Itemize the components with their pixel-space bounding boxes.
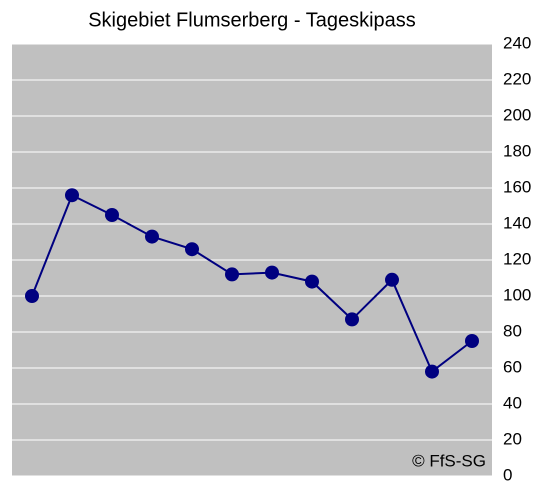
y-tick-label: 220	[503, 69, 531, 88]
point	[345, 312, 359, 327]
y-tick-label: 60	[503, 357, 522, 376]
y-tick-label: 120	[503, 249, 531, 268]
point	[25, 289, 39, 303]
point	[185, 242, 199, 257]
point	[65, 188, 79, 203]
point	[385, 272, 399, 287]
annotation: © FfS-SG	[412, 451, 486, 470]
y-tick-label: 0	[503, 465, 512, 483]
y-tick-label: 140	[503, 213, 531, 232]
point	[425, 364, 439, 379]
point	[265, 265, 279, 280]
y-tick-label: 100	[503, 285, 531, 304]
y-tick-label: 80	[503, 321, 522, 340]
chart-title: Skigebiet Flumserberg - Tageskipass	[88, 9, 416, 31]
point	[465, 334, 479, 348]
y-tick-label: 240	[503, 33, 531, 52]
point	[105, 208, 119, 222]
y-tick-label: 200	[503, 105, 531, 124]
point	[305, 274, 319, 289]
line	[31, 193, 473, 374]
y-tick-label: 20	[503, 429, 522, 448]
point	[145, 229, 159, 244]
y-tick-label: 40	[503, 393, 522, 412]
point	[225, 267, 239, 282]
y-tick-label: 160	[503, 177, 531, 196]
y-tick-label: 180	[503, 141, 531, 160]
